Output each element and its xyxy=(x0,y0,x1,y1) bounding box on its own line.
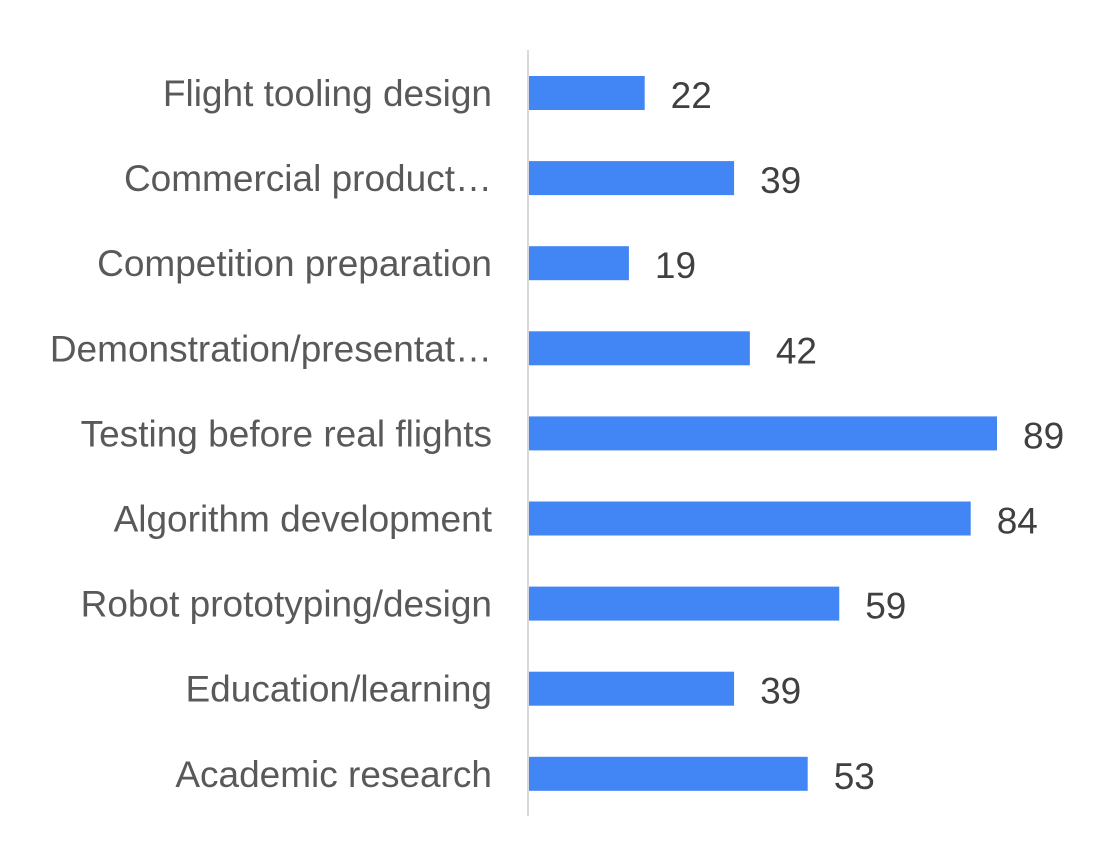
value-label: 89 xyxy=(1023,415,1064,456)
bar xyxy=(529,331,750,366)
category-label: Commercial product… xyxy=(124,158,492,199)
value-label: 22 xyxy=(671,75,712,116)
bar xyxy=(529,76,645,110)
bar xyxy=(529,246,629,281)
category-label: Academic research xyxy=(175,754,492,795)
bar xyxy=(529,756,808,791)
category-label: Testing before real flights xyxy=(81,413,492,454)
bars-layer xyxy=(529,76,997,791)
value-label: 39 xyxy=(760,671,801,712)
category-labels: Flight tooling design Commercial product…… xyxy=(50,73,493,795)
value-label: 19 xyxy=(655,245,696,286)
bar xyxy=(529,586,840,621)
value-labels: 22 39 19 42 89 84 59 39 53 xyxy=(655,75,1064,797)
value-label: 39 xyxy=(760,160,801,201)
category-label: Demonstration/presentat… xyxy=(50,328,492,369)
value-label: 53 xyxy=(834,756,875,797)
category-label: Robot prototyping/design xyxy=(81,584,492,625)
bar xyxy=(529,161,735,196)
category-label: Algorithm development xyxy=(114,499,493,540)
category-label: Education/learning xyxy=(186,669,493,710)
category-label: Competition preparation xyxy=(97,243,492,284)
bar xyxy=(529,501,971,536)
value-label: 59 xyxy=(865,586,906,627)
bar xyxy=(529,671,735,706)
value-label: 84 xyxy=(997,501,1038,542)
bar xyxy=(529,416,997,451)
category-label: Flight tooling design xyxy=(163,73,492,114)
value-label: 42 xyxy=(776,330,817,371)
